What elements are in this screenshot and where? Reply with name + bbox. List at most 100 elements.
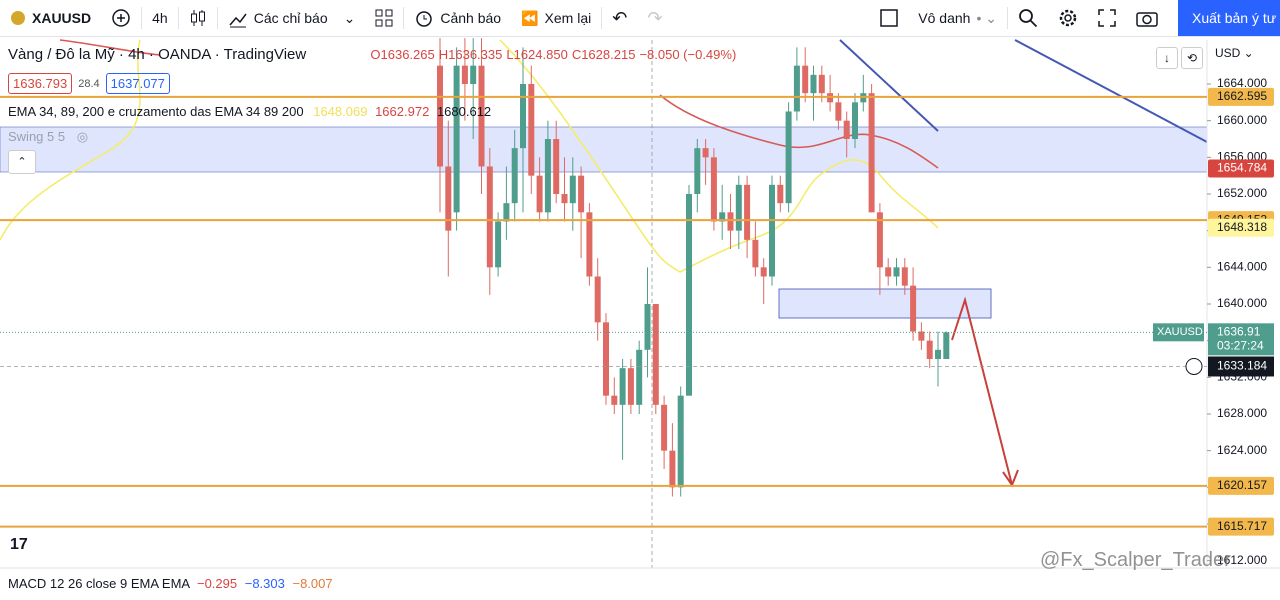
account[interactable]: Vô danh • ⌄ <box>908 0 1007 36</box>
candle-body <box>935 349 941 359</box>
candle-body <box>943 332 950 359</box>
legend-line: Vàng / Đô la Mỹ · 4h · OANDA · TradingVi… <box>8 46 740 63</box>
hide-icon[interactable]: ◎ <box>76 129 89 144</box>
ema-tag-bg <box>1208 218 1274 237</box>
ask[interactable]: 1637.077 <box>105 73 170 94</box>
legend-interval: 4h <box>128 46 145 63</box>
collapse-button[interactable]: ⌃ <box>8 150 36 174</box>
separator <box>141 7 143 29</box>
ema-legend: EMA 34, 89, 200 e cruzamento das EMA 34 … <box>8 104 491 119</box>
candle-body <box>536 175 543 213</box>
camera-icon <box>1136 12 1158 27</box>
candle-body <box>511 148 518 204</box>
watermark: @Fx_Scalper_Trader <box>1040 549 1231 571</box>
currency-label: USD <box>1215 46 1241 60</box>
candle-body <box>793 65 800 112</box>
candle-body <box>437 65 443 167</box>
candle-body <box>594 276 601 323</box>
spread: 28.4 <box>78 77 100 90</box>
candle-body <box>486 166 493 268</box>
legend-title: Vàng / Đô la Mỹ <box>8 46 115 63</box>
candle-body <box>876 212 883 268</box>
y-tick-label: 1644.000 <box>1217 260 1267 274</box>
legend-broker: OANDA <box>158 46 211 63</box>
ema-tag: 1654.784 <box>1217 161 1267 175</box>
candle-body <box>461 65 468 84</box>
candle-icon <box>190 10 205 26</box>
indicator-icon <box>229 13 247 28</box>
separator <box>177 7 179 29</box>
candle-body <box>769 184 775 277</box>
chart-type[interactable] <box>179 0 217 36</box>
plus-icon <box>112 9 130 27</box>
candle-body <box>910 285 917 332</box>
candle-body <box>544 139 551 213</box>
alerts-label: Cảnh báo <box>440 10 502 26</box>
layout[interactable] <box>870 0 908 36</box>
candle-body <box>760 267 767 277</box>
candle-body <box>777 184 784 204</box>
redo[interactable]: ↷ <box>647 7 663 28</box>
ohlc-value: −8.050 (−0.49%) <box>639 47 737 62</box>
undo[interactable]: ↶ <box>612 7 628 28</box>
y-tick-label: 1664.000 <box>1217 76 1267 90</box>
candle-body <box>686 194 692 396</box>
candle-body <box>578 175 585 213</box>
symbol-search[interactable]: XAUUSD <box>0 0 101 36</box>
candle-body <box>569 175 576 204</box>
replay[interactable]: ⏪ Xem lại <box>511 0 601 36</box>
fullscreen-icon <box>1098 9 1116 27</box>
candle-body <box>843 120 850 139</box>
candle-body <box>785 111 792 204</box>
y-tick-label: 1624.000 <box>1217 443 1267 457</box>
settings[interactable] <box>1048 0 1088 36</box>
candle-body <box>752 239 759 268</box>
square-icon <box>880 9 899 27</box>
account-label: Vô danh <box>918 10 971 26</box>
chevron: ⌄ <box>343 9 356 26</box>
gear-icon <box>1059 9 1077 27</box>
snapshot[interactable] <box>1126 0 1168 36</box>
alerts[interactable]: Cảnh báo <box>404 0 511 36</box>
swing-legend: Swing 5 5 ◎ <box>8 129 88 145</box>
candle-body <box>885 267 892 277</box>
demand-box <box>778 288 992 319</box>
publish-button[interactable]: Xuất bản ý tư <box>1178 0 1280 36</box>
crosshair-bg <box>1208 356 1274 377</box>
candle-body <box>661 404 668 451</box>
search[interactable] <box>1008 0 1048 36</box>
grid-icon <box>375 9 393 27</box>
ema-value: 1648.069 <box>313 104 368 119</box>
candle-body <box>495 221 502 268</box>
candle-body <box>586 212 593 277</box>
candle-body <box>702 148 709 158</box>
macd-legend: MACD 12 26 close 9 EMA EMA −0.295 −8.303… <box>8 576 333 591</box>
candle-body <box>818 74 825 94</box>
separator <box>216 7 218 29</box>
legend-source: TradingView <box>223 46 307 63</box>
reset-button[interactable]: ⟲ <box>1181 47 1203 69</box>
bid[interactable]: 1636.793 <box>8 73 73 94</box>
candle-body <box>926 340 933 359</box>
y-tick-label: 1612.000 <box>1217 553 1267 567</box>
currency[interactable]: USD ⌄ <box>1215 46 1254 60</box>
chart: 1664.0001660.0001656.0001652.0001648.000… <box>0 38 1280 569</box>
interval[interactable]: 4h <box>152 10 168 26</box>
ema-tag: 1648.318 <box>1217 220 1267 234</box>
candle-body <box>901 267 908 286</box>
scroll-down-button[interactable]: ↓ <box>1156 47 1178 69</box>
templates[interactable] <box>365 0 403 36</box>
add-symbol[interactable] <box>101 0 141 36</box>
candle-body <box>694 148 701 194</box>
candle-body <box>852 102 858 139</box>
crosshair-price: 1633.184 <box>1217 359 1267 373</box>
candle-body <box>603 322 609 396</box>
candle-body <box>561 194 568 204</box>
candle-body <box>893 267 900 277</box>
candle-body <box>735 184 742 231</box>
fullscreen[interactable] <box>1088 0 1126 36</box>
ohlc-value: C1628.215 <box>571 47 636 62</box>
separator <box>1007 7 1008 29</box>
indicators[interactable]: Các chỉ báo ⌄ <box>218 0 366 36</box>
